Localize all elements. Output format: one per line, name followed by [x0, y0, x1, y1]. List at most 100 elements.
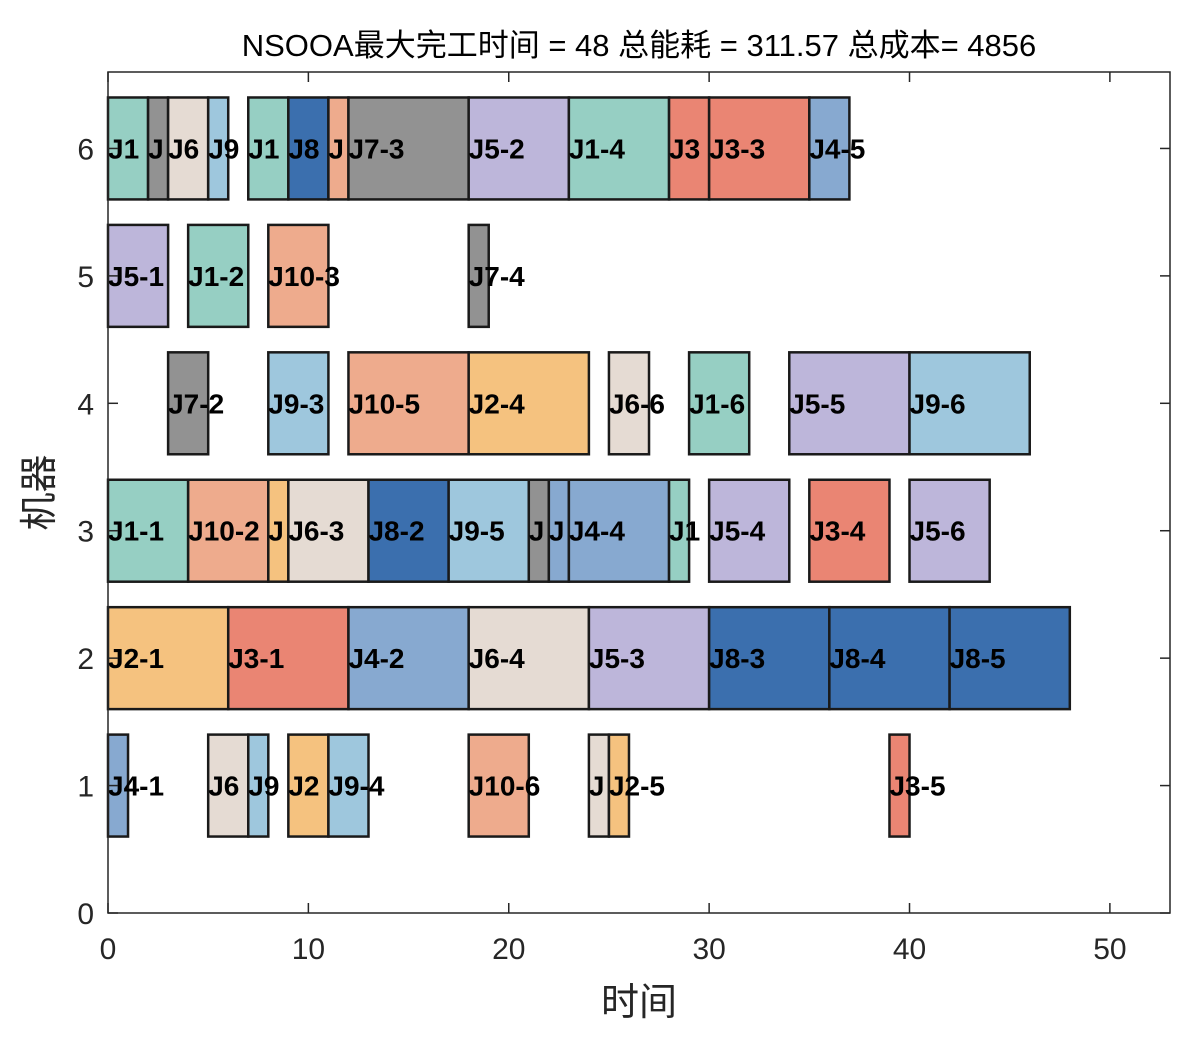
- gantt-bar-j2-m2: [106, 605, 230, 711]
- gantt-bar-label: J1-6: [689, 388, 745, 419]
- gantt-bar-label: J7-4: [469, 261, 525, 292]
- gantt-bar-j8-m2: [948, 605, 1072, 711]
- gantt-bar-j10-m4: [347, 351, 470, 456]
- gantt-bar-label: J6: [208, 771, 239, 802]
- gantt-bar-label: J6-4: [469, 643, 525, 674]
- gantt-task: J3-5: [888, 733, 946, 838]
- gantt-task: J9-5: [447, 478, 531, 583]
- gantt-bar-label: J9-3: [268, 388, 324, 419]
- y-tick-label: 0: [77, 898, 94, 931]
- y-tick-label: 5: [77, 261, 94, 294]
- gantt-task: J: [327, 96, 350, 201]
- gantt-bar-j7-m6: [347, 96, 470, 201]
- gantt-task: J8-2: [367, 478, 450, 583]
- gantt-task: J3: [667, 96, 711, 201]
- gantt-bar-j9-m4: [908, 351, 1031, 456]
- gantt-bar-label: J1-2: [188, 261, 244, 292]
- gantt-bar-j6-m1: [206, 733, 250, 838]
- gantt-bar-j3-m2: [226, 605, 350, 711]
- gantt-bar-j4-m2: [347, 605, 470, 711]
- plot-area-border: [107, 71, 1171, 914]
- gantt-bar-label: J10-2: [188, 516, 260, 547]
- gantt-task: J5-4: [707, 478, 791, 583]
- gantt-bar-label: J1: [669, 516, 700, 547]
- gantt-bar-j5-m4: [788, 351, 911, 456]
- gantt-bar-label: J8: [288, 133, 319, 164]
- gantt-task: J10-3: [267, 223, 340, 329]
- chart-title: NSOOA最大完工时间 = 48 总能耗 = 311.57 总成本= 4856: [242, 28, 1037, 63]
- gantt-task: J1-2: [186, 223, 250, 329]
- gantt-task: J9-4: [327, 733, 385, 838]
- gantt-task: J8-5: [948, 605, 1072, 711]
- x-tick-label: 20: [492, 933, 525, 966]
- gantt-bar-label: J5-5: [789, 388, 845, 419]
- gantt-task: J4-1: [106, 733, 164, 838]
- gantt-bar-j5-m6: [467, 96, 571, 201]
- gantt-task: J9: [247, 733, 279, 838]
- gantt-task: J7-3: [347, 96, 470, 201]
- gantt-task: J2-5: [607, 733, 665, 838]
- gantt-task: J9-3: [267, 351, 330, 456]
- gantt-bar-label: J9: [208, 133, 239, 164]
- gantt-bar-j7-m5: [467, 223, 490, 329]
- y-axis-label: 机器: [19, 454, 61, 530]
- gantt-bar-j5-m5: [106, 223, 170, 329]
- gantt-task: J8-4: [828, 605, 951, 711]
- gantt-bar-j3-m1: [888, 733, 911, 838]
- gantt-bar-label: J9-4: [328, 771, 384, 802]
- gantt-task: J10-2: [186, 478, 270, 583]
- x-tick-label: 10: [292, 933, 325, 966]
- gantt-bar-j1-m5: [186, 223, 250, 329]
- gantt-task: J10-6: [467, 733, 540, 838]
- gantt-task: J5-2: [467, 96, 571, 201]
- gantt-bar-label: J8-5: [950, 643, 1006, 674]
- gantt-bar-label: J: [589, 771, 605, 802]
- gantt-bar-label: J10-5: [348, 388, 420, 419]
- gantt-bar-j2-m1: [607, 733, 631, 838]
- y-tick-label: 1: [77, 771, 94, 804]
- gantt-task: J: [527, 478, 551, 583]
- gantt-bar-label: J2: [288, 771, 319, 802]
- gantt-bar-label: J1-4: [569, 133, 625, 164]
- gantt-task: J10-5: [347, 351, 470, 456]
- y-tick-label: 6: [77, 133, 94, 166]
- gantt-bar-label: J5-2: [469, 133, 525, 164]
- gantt-bar-label: J: [529, 516, 545, 547]
- gantt-bar-label: J8-3: [709, 643, 765, 674]
- gantt-task: J6-3: [287, 478, 370, 583]
- gantt-task: J9: [206, 96, 239, 201]
- gantt-task: J2-4: [467, 351, 591, 456]
- gantt-bar-label: J5-6: [910, 516, 966, 547]
- gantt-bar-j3-m3: [808, 478, 891, 583]
- gantt-task: J1-1: [106, 478, 190, 583]
- gantt-bar-label: J7-2: [168, 388, 224, 419]
- gantt-task: J: [146, 96, 170, 201]
- gantt-bar-j8-m6: [287, 96, 330, 201]
- gantt-task: J: [547, 478, 571, 583]
- gantt-bar-j6-m2: [467, 605, 591, 711]
- x-tick-label: 50: [1093, 933, 1126, 966]
- gantt-bar-label: J2-4: [469, 388, 525, 419]
- x-axis-label: 时间: [601, 982, 677, 1024]
- gantt-task: J1-6: [687, 351, 751, 456]
- gantt-bar-j5-m3: [908, 478, 991, 583]
- gantt-bar-label: J7-3: [348, 133, 404, 164]
- gantt-bar-label: J2-5: [609, 771, 665, 802]
- gantt-task: J7-4: [467, 223, 525, 329]
- gantt-bar-j5-m3: [707, 478, 791, 583]
- gantt-bar-j10-m5: [267, 223, 330, 329]
- gantt-bar-label: J9: [248, 771, 279, 802]
- gantt-task: J: [267, 478, 290, 583]
- gantt-bar-j9-m1: [247, 733, 270, 838]
- gantt-bar-label: J9-6: [910, 388, 966, 419]
- gantt-bar-j2-m4: [467, 351, 591, 456]
- gantt-task: J1: [667, 478, 700, 583]
- gantt-bar-label: J5-3: [589, 643, 645, 674]
- gantt-bar-label: J4-5: [809, 133, 865, 164]
- gantt-task: J3-4: [808, 478, 891, 583]
- x-tick-label: 30: [692, 933, 725, 966]
- gantt-task: J5-6: [908, 478, 991, 583]
- x-tick-label: 0: [100, 933, 117, 966]
- gantt-bar-j6-m3: [287, 478, 370, 583]
